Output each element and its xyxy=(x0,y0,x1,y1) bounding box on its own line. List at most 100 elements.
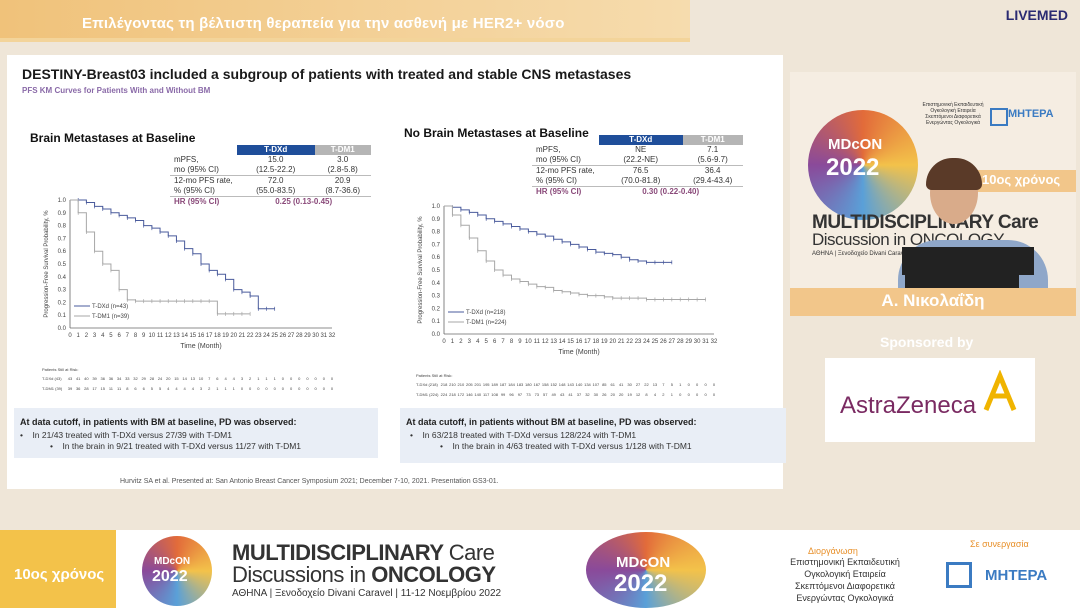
mdcon-year: 2022 xyxy=(826,154,880,181)
org-line: Ενεργώντας Ογκολογικά xyxy=(925,120,981,126)
collab-logo: ΜΗΤΕΡΑ xyxy=(985,567,1048,584)
at-risk-value: 0 xyxy=(704,392,707,397)
x-tick-label: 16 xyxy=(576,339,583,345)
footer-mdcon-brand-large: MDcON xyxy=(616,554,671,571)
y-tick-label: 1.0 xyxy=(432,204,441,210)
cell: 3.0 xyxy=(337,155,349,164)
footer-years: 10ος χρόνος xyxy=(14,566,105,583)
at-risk-value: 183 xyxy=(517,382,524,387)
x-tick-label: 1 xyxy=(77,333,81,339)
note-bullet-nobm-1: • In 63/218 treated with T-DXd versus 12… xyxy=(410,430,637,440)
at-risk-value: 2 xyxy=(249,376,252,381)
at-risk-value: 146 xyxy=(466,392,473,397)
row-label: 12-mo PFS rate, xyxy=(174,176,233,185)
x-tick-label: 26 xyxy=(660,339,667,345)
x-tick-label: 7 xyxy=(126,333,130,339)
km-curve-tdxd xyxy=(444,205,672,263)
legend-label-tdm1: T-DM1 (n=39) xyxy=(92,314,129,320)
y-tick-label: 0.5 xyxy=(58,262,67,268)
at-risk-value: 24 xyxy=(158,376,163,381)
x-tick-label: 2 xyxy=(459,339,463,345)
org-line: Ογκολογική Εταιρεία xyxy=(930,108,976,114)
mitera-logo: ΜΗΤΕΡΑ xyxy=(1008,108,1054,120)
at-risk-value: 0 xyxy=(323,386,326,391)
at-risk-value: 41 xyxy=(568,392,573,397)
note-bullet-nobm-2: • In the brain in 4/63 treated with T-DX… xyxy=(440,441,692,451)
cell: (5.6-9.7) xyxy=(682,155,743,166)
x-tick-label: 14 xyxy=(559,339,566,345)
at-risk-value: 5 xyxy=(151,386,154,391)
org-line: Επιστημονική Εκπαιδευτική xyxy=(922,102,984,108)
years-badge-text: 10ος χρόνος xyxy=(982,172,1061,187)
at-risk-value: 0 xyxy=(323,376,326,381)
col-header-tdxd: T-DXd xyxy=(236,145,315,155)
hr-label: HR (95% CI) xyxy=(536,187,582,196)
y-tick-label: 0.9 xyxy=(432,217,441,223)
x-tick-label: 32 xyxy=(329,333,336,339)
podium xyxy=(905,266,1019,288)
at-risk-value: 41 xyxy=(619,382,624,387)
cell: 72.0 xyxy=(267,176,284,185)
at-risk-value: 30 xyxy=(627,382,632,387)
at-risk-value: 12 xyxy=(636,392,641,397)
at-risk-value: 140 xyxy=(474,392,481,397)
cell: NE xyxy=(635,145,647,154)
at-risk-value: 5 xyxy=(671,382,674,387)
at-risk-value: 117 xyxy=(483,392,490,397)
panel-title-nobm: No Brain Metastases at Baseline xyxy=(404,126,589,140)
at-risk-value: 34 xyxy=(117,376,122,381)
hr-label: HR (95% CI) xyxy=(174,197,220,206)
at-risk-value: 0 xyxy=(713,392,716,397)
footer-title-1-light: Care xyxy=(448,540,495,565)
cell: (70.0-81.8) xyxy=(598,176,683,187)
x-tick-label: 15 xyxy=(567,339,574,345)
x-tick-label: 31 xyxy=(320,333,327,339)
x-tick-label: 7 xyxy=(501,339,505,345)
x-tick-label: 17 xyxy=(206,333,213,339)
at-risk-value: 0 xyxy=(249,386,252,391)
y-tick-label: 0.8 xyxy=(432,230,441,236)
top-banner xyxy=(0,0,690,42)
x-tick-label: 18 xyxy=(214,333,221,339)
at-risk-row-label: T-DM1 (224) xyxy=(416,392,439,397)
footer-years-block xyxy=(0,530,116,608)
at-risk-value: 0 xyxy=(282,386,285,391)
at-risk-value: 0 xyxy=(298,376,301,381)
km-chart-nobm: 0.00.10.20.30.40.50.60.70.80.91.00 1 2 3 4 5 6… xyxy=(416,204,718,397)
at-risk-value: 0 xyxy=(290,376,293,381)
at-risk-value: 33 xyxy=(125,376,130,381)
at-risk-value: 4 xyxy=(167,386,170,391)
cell: (29.4-43.4) xyxy=(682,176,743,187)
y-tick-label: 0.2 xyxy=(432,306,441,312)
org-text-top: Επιστημονική Εκπαιδευτική Ογκολογική Ετα… xyxy=(918,102,988,126)
hr-value: 0.25 (0.13-0.45) xyxy=(275,197,333,206)
x-tick-label: 21 xyxy=(618,339,625,345)
speaker-name-bar xyxy=(790,288,1076,316)
row-label: % (95% CI) xyxy=(532,176,599,187)
x-tick-label: 13 xyxy=(173,333,180,339)
x-tick-label: 22 xyxy=(247,333,254,339)
at-risk-value: 148 xyxy=(559,382,566,387)
at-risk-value: 13 xyxy=(653,382,658,387)
at-risk-value: 187 xyxy=(500,382,507,387)
at-risk-value: 1 xyxy=(274,376,277,381)
speaker-video: MDcON 2022 10ος χρόνος Επιστημονική Εκπα… xyxy=(790,72,1076,290)
at-risk-value: 0 xyxy=(298,386,301,391)
y-tick-label: 0.3 xyxy=(432,294,441,300)
organizer-line: Σκεπτόμενοι Διαφορετικά xyxy=(795,581,895,591)
footer-title-2-bold: ONCOLOGY xyxy=(371,562,496,587)
x-tick-label: 25 xyxy=(652,339,659,345)
y-tick-label: 0.0 xyxy=(58,326,67,332)
at-risk-value: 0 xyxy=(257,386,260,391)
at-risk-row-label: T-DXd (218) xyxy=(416,382,438,387)
at-risk-value: 195 xyxy=(483,382,490,387)
x-tick-label: 23 xyxy=(635,339,642,345)
at-risk-value: 28 xyxy=(84,386,89,391)
at-risk-value: 20 xyxy=(619,392,624,397)
x-tick-label: 29 xyxy=(304,333,311,339)
at-risk-value: 1 xyxy=(679,382,682,387)
x-tick-label: 3 xyxy=(93,333,97,339)
x-tick-label: 14 xyxy=(181,333,188,339)
at-risk-value: 1 xyxy=(233,386,236,391)
footer-mdcon-logo xyxy=(142,536,212,606)
